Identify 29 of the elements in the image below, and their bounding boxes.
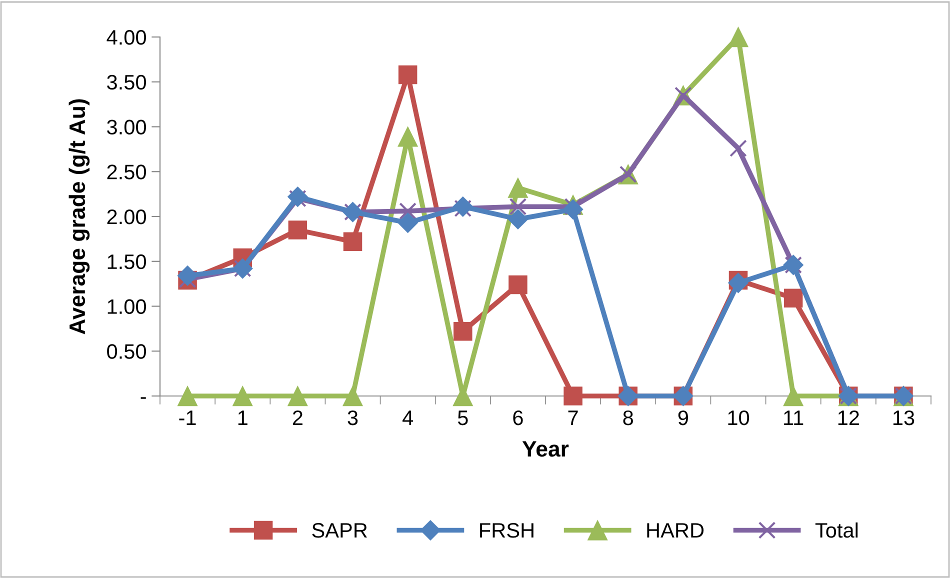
y-tick-label: 3.50 bbox=[107, 74, 146, 90]
y-tick-label: - bbox=[140, 397, 146, 399]
y-tick-label: 2.00 bbox=[107, 210, 146, 224]
x-tick-label: 3 bbox=[348, 410, 358, 426]
legend-label: Total bbox=[815, 522, 858, 538]
x-tick-label: 6 bbox=[513, 410, 523, 426]
y-tick-label: 4.00 bbox=[106, 30, 146, 45]
x-tick-label: 5 bbox=[458, 410, 468, 426]
x-tick-label: 13 bbox=[893, 410, 914, 426]
x-tick-label: 11 bbox=[784, 410, 804, 425]
y-tick-label: 2.50 bbox=[107, 164, 146, 180]
x-tick-label: 1 bbox=[238, 410, 248, 425]
x-tick-label: 2 bbox=[292, 410, 302, 425]
x-tick-label: 12 bbox=[838, 410, 859, 425]
x-axis-title: Year bbox=[522, 441, 569, 457]
y-tick-label: 3.00 bbox=[107, 120, 146, 135]
y-tick-label: 1.00 bbox=[108, 299, 146, 314]
x-tick-label: -1 bbox=[179, 410, 196, 425]
legend-label: HARD bbox=[647, 523, 704, 538]
x-tick-label: 10 bbox=[728, 410, 750, 426]
x-tick-label: 9 bbox=[678, 410, 688, 426]
legend-label: SAPR bbox=[312, 523, 367, 538]
legend-label: FRSH bbox=[480, 523, 534, 538]
y-tick-label: 0.50 bbox=[107, 344, 146, 359]
x-tick-label: 8 bbox=[623, 410, 633, 426]
y-tick-label: 1.50 bbox=[108, 254, 146, 270]
x-tick-label: 7 bbox=[568, 410, 578, 425]
y-axis-title: Average grade (g/t Au) bbox=[68, 99, 90, 334]
x-tick-label: 4 bbox=[402, 410, 414, 425]
